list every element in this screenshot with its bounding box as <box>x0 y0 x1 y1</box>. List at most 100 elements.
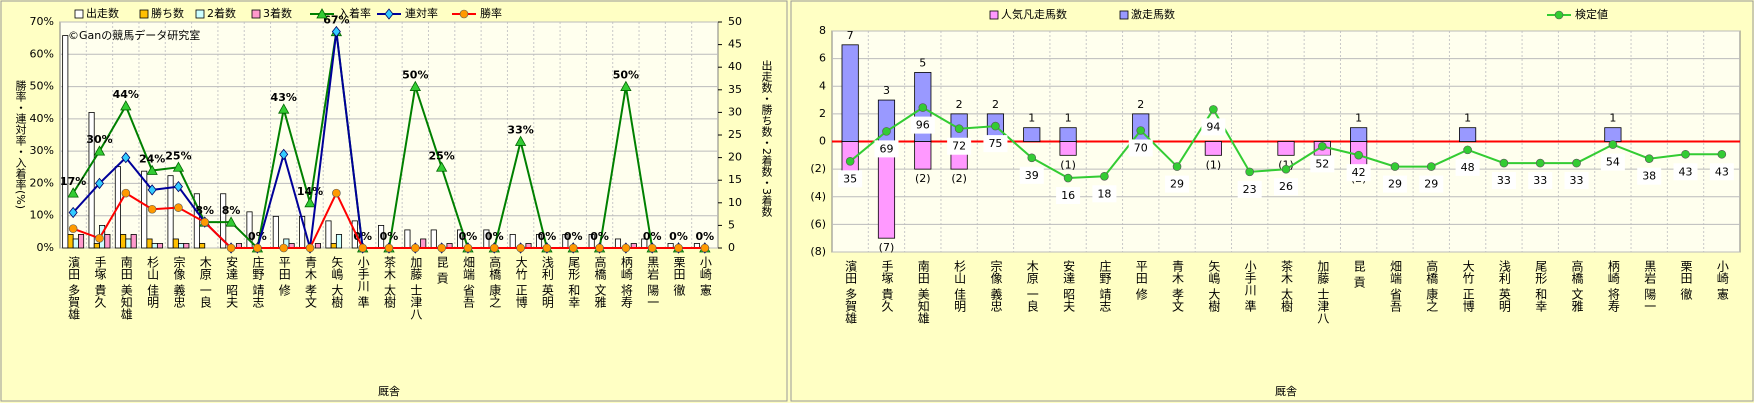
label-box <box>1274 178 1298 196</box>
line-label: 29 <box>1388 178 1402 191</box>
y-tick-label: 30% <box>30 144 54 157</box>
bar <box>220 193 227 249</box>
line-label: 43 <box>1679 165 1693 178</box>
line-label: 33 <box>1533 174 1547 187</box>
line-label: 48 <box>1461 161 1475 174</box>
bar <box>1459 127 1477 142</box>
line-label: 18 <box>1097 187 1111 200</box>
line-label: 43% <box>271 91 297 104</box>
line-label: 23 <box>1243 183 1257 196</box>
line-label: 38 <box>1642 170 1656 183</box>
marker <box>621 243 631 253</box>
bar-label: 7 <box>847 29 854 42</box>
marker <box>700 243 710 253</box>
marker <box>305 243 315 253</box>
line-label: 0% <box>248 230 267 243</box>
marker <box>489 243 499 253</box>
bar <box>146 238 153 249</box>
bar <box>314 243 321 249</box>
marker <box>954 124 964 134</box>
line-label: 0% <box>459 230 478 243</box>
line-label: 8% <box>195 204 214 217</box>
marker <box>1390 162 1400 171</box>
marker <box>1463 145 1472 155</box>
line-label: 75 <box>988 137 1002 150</box>
marker <box>437 243 446 253</box>
line-label: 25% <box>428 149 454 162</box>
y2-tick-label: 45 <box>728 38 742 51</box>
x-tick-label: 安達 昭夫 <box>1062 259 1076 313</box>
x-tick-label: 宗像 義忠 <box>172 255 186 308</box>
bar <box>430 229 437 249</box>
marker <box>67 187 79 198</box>
x-axis-title: 厩舎 <box>1275 385 1297 398</box>
legend-label: 入着率 <box>338 6 371 20</box>
bar <box>178 243 185 249</box>
marker <box>316 8 328 19</box>
bar <box>325 220 332 249</box>
x-tick-label: 手塚 貴久 <box>93 256 107 309</box>
line-label: 26 <box>1279 180 1293 193</box>
bar <box>130 234 137 249</box>
bar-label: 2 <box>1137 98 1144 111</box>
marker <box>1172 162 1182 171</box>
bar <box>199 243 206 249</box>
bar <box>351 220 358 249</box>
y2-tick-label: 40 <box>728 60 742 73</box>
line-label: 70 <box>1134 141 1148 154</box>
marker <box>882 127 891 136</box>
x-tick-label: 庄野 靖志 <box>1098 259 1112 312</box>
legend-label: 出走数 <box>86 6 119 20</box>
y-tick-label: 20% <box>30 176 54 189</box>
marker <box>93 145 106 156</box>
line-label: 96 <box>916 119 930 132</box>
bar-label: (2) <box>915 172 931 185</box>
line-label: 33% <box>507 123 533 136</box>
line-label: 72 <box>952 140 966 153</box>
legend-label: 3着数 <box>263 6 292 20</box>
marker <box>68 206 78 219</box>
marker <box>332 188 341 198</box>
marker <box>279 243 289 253</box>
line-label: 33 <box>1497 174 1511 187</box>
bar <box>404 229 411 249</box>
bar <box>88 112 95 249</box>
line-label: 69 <box>879 142 893 155</box>
bar <box>1059 127 1077 142</box>
marker <box>1063 173 1073 183</box>
bar-label: 1 <box>1065 112 1072 125</box>
x-tick-label: 濱田 多賀雄 <box>67 256 81 320</box>
bar-label: 1 <box>1464 112 1471 125</box>
bar-label: (2) <box>951 172 967 185</box>
marker <box>516 243 525 253</box>
y-tick-label: (4) <box>810 190 826 203</box>
label-box <box>1455 158 1480 176</box>
bar <box>120 234 127 249</box>
marker <box>304 196 316 208</box>
bar <box>841 44 859 142</box>
legend-swatch <box>139 9 149 19</box>
marker <box>409 80 421 91</box>
x-tick-label: 矢嶋 大樹 <box>330 256 344 308</box>
bar <box>914 141 932 170</box>
legend-label: 激走馬数 <box>1131 7 1175 21</box>
x-tick-label: 茶木 太樹 <box>1280 259 1294 312</box>
x-tick-label: 宗像 義忠 <box>989 259 1003 312</box>
legend-swatch <box>195 9 205 19</box>
x-tick-label: 浅利 英明 <box>1497 260 1511 313</box>
line-label: 17% <box>60 175 86 188</box>
marker <box>146 164 158 175</box>
marker <box>845 157 855 166</box>
line-label: 39 <box>1025 169 1039 182</box>
marker <box>147 204 157 214</box>
line-label: 50% <box>402 69 428 82</box>
bar-label: (7) <box>879 241 895 254</box>
y-tick-label: 60% <box>30 47 54 60</box>
marker <box>1717 149 1727 159</box>
x-tick-label: 栗田 徹 <box>672 256 686 296</box>
x-tick-label: 濱田 多賀雄 <box>844 260 858 324</box>
y2-tick-label: 5 <box>728 218 735 231</box>
marker <box>647 243 657 253</box>
